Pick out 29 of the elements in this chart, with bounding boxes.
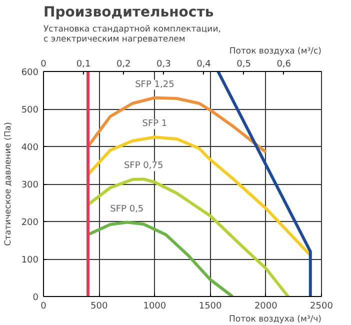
series-label: SFP 1,25 — [135, 80, 174, 90]
x-tick-label: 0 — [40, 302, 47, 312]
x-tick-label: 1000 — [143, 302, 166, 312]
x-tick-label: 1500 — [198, 302, 222, 312]
x-tick-label: 2500 — [310, 302, 334, 312]
x2-tick-label: 0,5 — [236, 60, 251, 70]
chart-subtitle: Установка стандартной комплектации, с электрическим нагревателем — [44, 24, 221, 44]
series-label: SFP 0,75 — [124, 161, 164, 172]
x-axis-title: Поток воздуха (м³/ч) — [229, 314, 322, 324]
x2-tick-label: 0,1 — [76, 60, 91, 70]
y-tick-label: 300 — [21, 180, 39, 190]
series-label: SFP 0,5 — [110, 204, 144, 214]
x2-tick-label: 0,6 — [276, 60, 292, 70]
y-tick-label: 400 — [21, 143, 39, 153]
y-tick-label: 100 — [21, 256, 39, 266]
x-tick-label: 500 — [90, 302, 108, 312]
x2-axis-title: Поток воздуха (м³/с) — [229, 46, 322, 56]
x2-tick-label: 0,2 — [116, 60, 131, 70]
y-tick-label: 0 — [32, 293, 39, 303]
x2-tick-label: 0,3 — [156, 60, 171, 70]
x2-tick-label: 0 — [40, 60, 47, 70]
x-tick-label: 2000 — [254, 302, 278, 312]
series-label: SFP 1 — [142, 119, 168, 130]
x2-tick-label: 0,4 — [196, 60, 212, 70]
y-tick-label: 600 — [21, 68, 39, 78]
y-axis-title: Статическое давление (Па) — [3, 122, 14, 246]
chart-title: Производительность — [44, 4, 214, 20]
y-tick-label: 200 — [21, 218, 39, 228]
y-tick-label: 500 — [21, 106, 39, 116]
